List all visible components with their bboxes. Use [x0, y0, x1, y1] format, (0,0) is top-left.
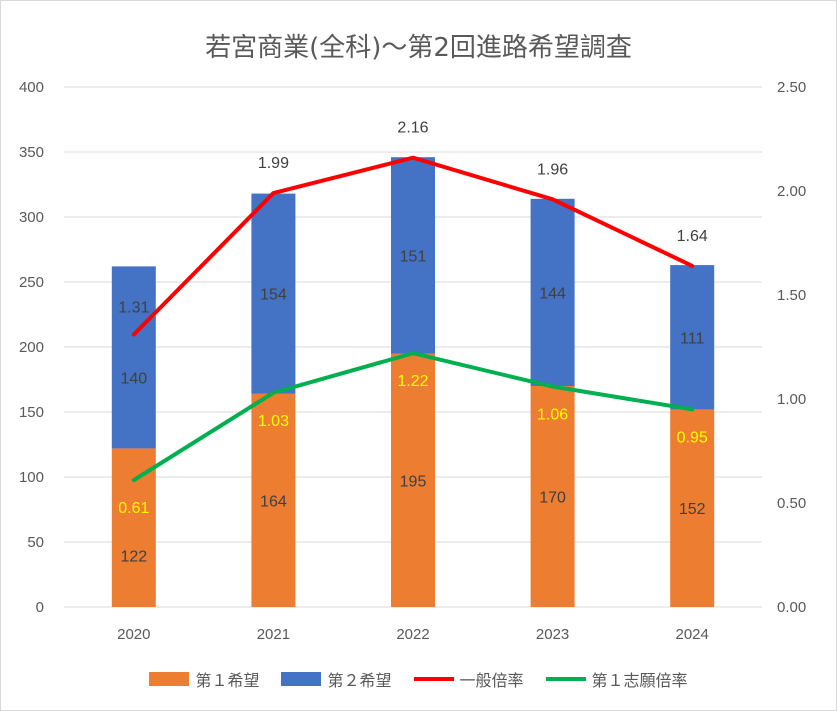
- bar-first-choice: [670, 409, 715, 607]
- legend-label: 第２希望: [327, 671, 392, 690]
- bar-second-choice: [111, 266, 156, 449]
- y-left-tick-label: 100: [19, 469, 44, 486]
- y-left-tick-label: 300: [19, 209, 44, 226]
- legend-label: 一般倍率: [459, 671, 524, 690]
- line-first-choice-ratio: [131, 351, 695, 483]
- legend-swatch: [149, 672, 190, 686]
- legend-label: 第１志願倍率: [591, 671, 688, 690]
- x-tick-label: 2023: [536, 626, 569, 643]
- data-label-first-choice: 152: [679, 501, 706, 518]
- y-right-tick-label: 0.00: [777, 599, 806, 616]
- legend-swatch: [281, 672, 322, 686]
- x-tick-label: 2021: [257, 626, 290, 643]
- data-label-first-choice: 122: [120, 549, 147, 566]
- legend-label: 第１希望: [195, 671, 260, 690]
- y-left-tick-label: 0: [36, 599, 44, 616]
- data-label-general-ratio: 1.31: [118, 300, 149, 317]
- x-tick-label: 2020: [117, 626, 150, 643]
- legend-item: 第１希望: [149, 667, 259, 691]
- data-label-second-choice: 111: [680, 330, 704, 347]
- data-label-first-choice: 195: [400, 473, 427, 490]
- legend-swatch: [413, 677, 454, 681]
- x-tick-label: 2024: [676, 626, 709, 643]
- y-left-tick-label: 400: [19, 79, 44, 96]
- chart-legend: 第１希望 第２希望 一般倍率 第１志願倍率: [1, 667, 836, 691]
- bar-second-choice: [251, 193, 296, 394]
- data-label-first-choice: 170: [539, 490, 566, 507]
- bar-second-choice: [391, 157, 435, 354]
- legend-item: 一般倍率: [413, 667, 524, 691]
- y-left-tick-label: 200: [19, 339, 44, 356]
- data-label-first-choice-ratio: 0.61: [118, 500, 149, 517]
- data-label-second-choice: 154: [260, 287, 287, 304]
- data-label-general-ratio: 1.96: [537, 161, 568, 178]
- y-right-tick-label: 1.50: [777, 287, 806, 304]
- bar-first-choice: [111, 448, 156, 607]
- legend-swatch: [545, 677, 586, 681]
- chart-title: 若宮商業(全科)～第2回進路希望調査: [205, 33, 632, 63]
- x-tick-label: 2022: [396, 626, 429, 643]
- legend-item: 第１志願倍率: [545, 667, 688, 691]
- data-label-first-choice-ratio: 1.06: [537, 407, 568, 424]
- y-right-tick-label: 0.50: [777, 495, 806, 512]
- data-label-first-choice-ratio: 0.95: [677, 429, 708, 446]
- data-label-first-choice-ratio: 1.03: [258, 413, 289, 430]
- bar-first-choice: [251, 393, 296, 607]
- data-label-general-ratio: 1.99: [258, 155, 289, 172]
- y-left-tick-label: 50: [27, 534, 44, 551]
- y-left-tick-label: 150: [19, 404, 44, 421]
- bar-second-choice: [670, 265, 715, 410]
- y-left-tick-label: 250: [19, 274, 44, 291]
- data-label-second-choice: 151: [400, 248, 427, 265]
- y-right-tick-label: 2.50: [777, 79, 806, 96]
- y-right-tick-label: 2.00: [777, 183, 806, 200]
- legend-item: 第２希望: [281, 667, 392, 691]
- bar-first-choice: [391, 353, 435, 607]
- data-label-second-choice: 144: [539, 285, 566, 302]
- data-label-first-choice-ratio: 1.22: [397, 373, 428, 390]
- bar-first-choice: [530, 386, 575, 607]
- y-left-tick-label: 350: [19, 144, 44, 161]
- data-label-general-ratio: 1.64: [677, 228, 708, 245]
- bar-second-choice: [530, 198, 575, 386]
- data-label-second-choice: 140: [120, 370, 147, 387]
- data-label-first-choice: 164: [260, 493, 287, 510]
- data-label-general-ratio: 2.16: [397, 120, 428, 137]
- line-general-ratio: [131, 155, 695, 337]
- y-right-tick-label: 1.00: [777, 391, 806, 408]
